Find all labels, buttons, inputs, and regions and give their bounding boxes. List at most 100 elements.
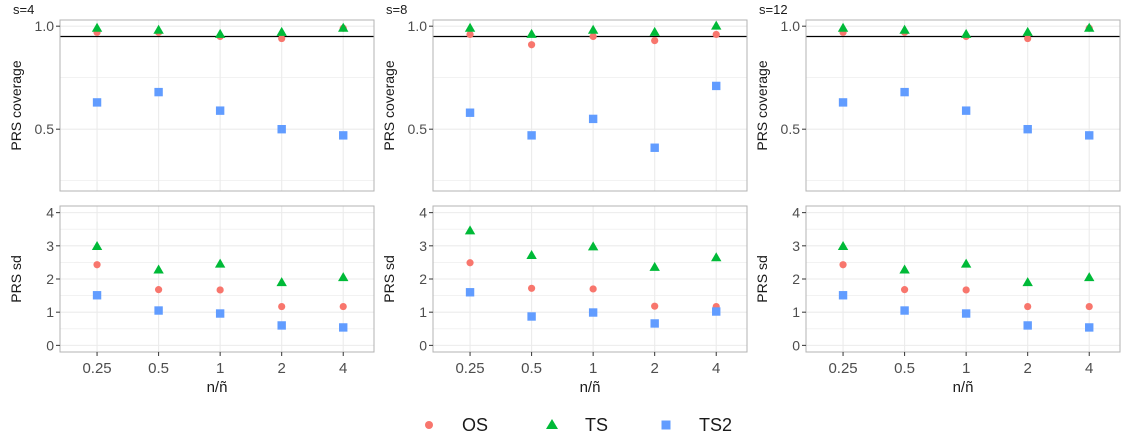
x-tick-label: 2 bbox=[1024, 360, 1032, 377]
point-os bbox=[589, 285, 597, 293]
point-ts2 bbox=[215, 106, 225, 115]
y-tick-label: 0.5 bbox=[781, 121, 801, 137]
point-ts2 bbox=[1085, 131, 1094, 140]
point-ts2 bbox=[961, 106, 971, 115]
point-os bbox=[962, 286, 970, 294]
panel-background bbox=[806, 20, 1120, 191]
point-ts2 bbox=[465, 288, 475, 297]
point-ts bbox=[214, 28, 226, 38]
point-os bbox=[154, 286, 163, 294]
point-os bbox=[589, 32, 597, 41]
point-ts2 bbox=[1085, 323, 1094, 332]
x-tick-label: 0.25 bbox=[828, 360, 857, 377]
y-tick-label: 2 bbox=[46, 271, 54, 287]
point-os bbox=[278, 302, 286, 311]
point-ts2 bbox=[1023, 321, 1032, 330]
point-os bbox=[466, 30, 474, 39]
x-tick-label: 2 bbox=[651, 360, 659, 377]
point-ts bbox=[960, 28, 972, 38]
y-tick-label: 2 bbox=[792, 271, 800, 287]
y-tick-label: 1 bbox=[419, 304, 427, 320]
point-os bbox=[1085, 302, 1093, 311]
y-tick-label: 4 bbox=[46, 205, 54, 221]
legend-item-ts2: TS2 bbox=[655, 414, 732, 436]
faceted-chart: 0.5 1.0 PRS coverage s=4 0.5 1.0 PRS coverage s… bbox=[8, 2, 1121, 396]
point-ts2 bbox=[650, 319, 659, 328]
y-axis-label: PRS sd bbox=[8, 255, 24, 302]
point-ts2 bbox=[92, 98, 102, 107]
circle-marker-icon bbox=[425, 421, 433, 429]
point-ts2 bbox=[277, 124, 286, 134]
point-os bbox=[839, 261, 847, 269]
point-ts bbox=[899, 24, 910, 34]
point-ts bbox=[276, 26, 287, 36]
point-ts bbox=[526, 28, 537, 38]
x-tick-label: 1 bbox=[589, 360, 597, 377]
x-tick-label: 0.5 bbox=[148, 360, 169, 377]
legend-item-ts: TS bbox=[541, 414, 608, 436]
point-ts2 bbox=[900, 306, 909, 315]
facet-title-s12: s=12 bbox=[759, 2, 788, 17]
point-os bbox=[527, 41, 536, 49]
x-tick-label: 0.5 bbox=[894, 360, 915, 377]
y-tick-label: 4 bbox=[419, 205, 427, 221]
y-tick-label: 1 bbox=[792, 304, 800, 320]
square-marker-icon bbox=[661, 420, 671, 430]
x-tick-label: 2 bbox=[278, 360, 286, 377]
panel-background bbox=[433, 20, 747, 191]
x-tick-label: 4 bbox=[712, 360, 720, 377]
legend-label-ts2: TS2 bbox=[699, 414, 733, 435]
point-ts bbox=[649, 26, 660, 36]
y-tick-label: 2 bbox=[419, 271, 427, 287]
x-tick-label: 4 bbox=[1085, 360, 1093, 377]
point-os bbox=[712, 30, 720, 39]
point-ts bbox=[526, 249, 537, 259]
point-ts bbox=[960, 258, 972, 268]
y-tick-label: 0 bbox=[419, 337, 427, 353]
point-ts2 bbox=[339, 131, 348, 140]
point-ts bbox=[1084, 272, 1095, 282]
point-ts2 bbox=[900, 87, 909, 97]
point-ts2 bbox=[712, 81, 721, 91]
point-ts bbox=[837, 22, 849, 32]
point-ts2 bbox=[154, 87, 163, 97]
point-ts bbox=[1022, 277, 1033, 287]
legend-item-os: OS bbox=[418, 414, 488, 436]
legend-label-ts: TS bbox=[585, 414, 609, 435]
point-os bbox=[527, 284, 536, 292]
point-ts bbox=[587, 241, 599, 251]
point-ts2 bbox=[1023, 124, 1032, 134]
point-ts bbox=[1022, 26, 1033, 36]
x-tick-label: 1 bbox=[216, 360, 224, 377]
y-tick-label: 3 bbox=[419, 238, 427, 254]
panel-border bbox=[59, 19, 375, 192]
point-ts bbox=[1084, 22, 1095, 32]
panel-border bbox=[805, 19, 1121, 192]
y-tick-label: 3 bbox=[792, 238, 800, 254]
point-ts bbox=[91, 240, 103, 250]
point-ts2 bbox=[588, 308, 598, 317]
point-ts2 bbox=[339, 323, 348, 332]
y-tick-label: 0 bbox=[46, 337, 54, 353]
y-axis-label: PRS coverage bbox=[381, 60, 397, 150]
point-os bbox=[900, 286, 909, 294]
point-os bbox=[651, 37, 659, 45]
point-ts bbox=[153, 24, 164, 34]
facet-title-s8: s=8 bbox=[386, 2, 407, 17]
point-ts2 bbox=[527, 131, 536, 140]
y-tick-label: 0 bbox=[792, 337, 800, 353]
y-tick-label: 4 bbox=[792, 205, 800, 221]
facet-title-s4: s=4 bbox=[13, 2, 34, 17]
point-ts2 bbox=[838, 98, 848, 107]
point-os bbox=[93, 261, 101, 269]
y-tick-label: 1.0 bbox=[408, 18, 428, 34]
point-os bbox=[466, 259, 474, 267]
y-tick-label: 1.0 bbox=[781, 18, 801, 34]
point-ts2 bbox=[215, 309, 225, 318]
point-ts2 bbox=[154, 306, 163, 315]
point-ts2 bbox=[465, 108, 475, 117]
y-tick-label: 1.0 bbox=[35, 18, 55, 34]
point-ts bbox=[899, 264, 910, 274]
point-os bbox=[1024, 302, 1032, 311]
x-tick-label: 1 bbox=[962, 360, 970, 377]
